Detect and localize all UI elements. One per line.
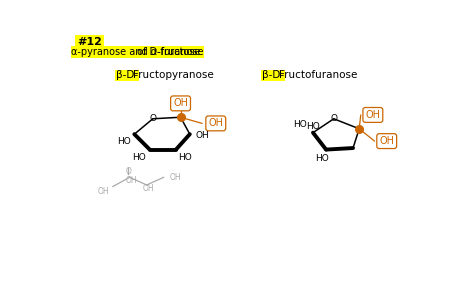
Text: OH: OH <box>126 176 137 185</box>
Text: OH: OH <box>379 136 394 146</box>
Text: O: O <box>330 114 337 123</box>
Text: HO: HO <box>178 153 192 162</box>
Text: #12: #12 <box>77 37 102 47</box>
Text: HO: HO <box>293 120 307 130</box>
Text: OH: OH <box>173 98 188 108</box>
Text: β-D-: β-D- <box>262 70 284 80</box>
Text: OH: OH <box>142 184 154 193</box>
Text: O: O <box>125 166 131 176</box>
Text: HO: HO <box>132 153 146 162</box>
Text: OH: OH <box>97 187 109 196</box>
Text: OH: OH <box>170 173 182 182</box>
Text: β-D-: β-D- <box>116 70 138 80</box>
Text: HO: HO <box>117 137 130 146</box>
Text: OH: OH <box>208 118 223 128</box>
Text: OH: OH <box>365 110 380 120</box>
Text: of D-fructose: of D-fructose <box>134 47 201 57</box>
Text: O: O <box>149 114 156 123</box>
Text: HO: HO <box>315 154 329 163</box>
Text: HO: HO <box>306 122 320 131</box>
Text: α-pyranose and α-furanose: α-pyranose and α-furanose <box>71 47 204 57</box>
Text: Fructofuranose: Fructofuranose <box>279 70 357 80</box>
Text: Fructopyranose: Fructopyranose <box>133 70 214 80</box>
Text: OH: OH <box>196 131 210 140</box>
